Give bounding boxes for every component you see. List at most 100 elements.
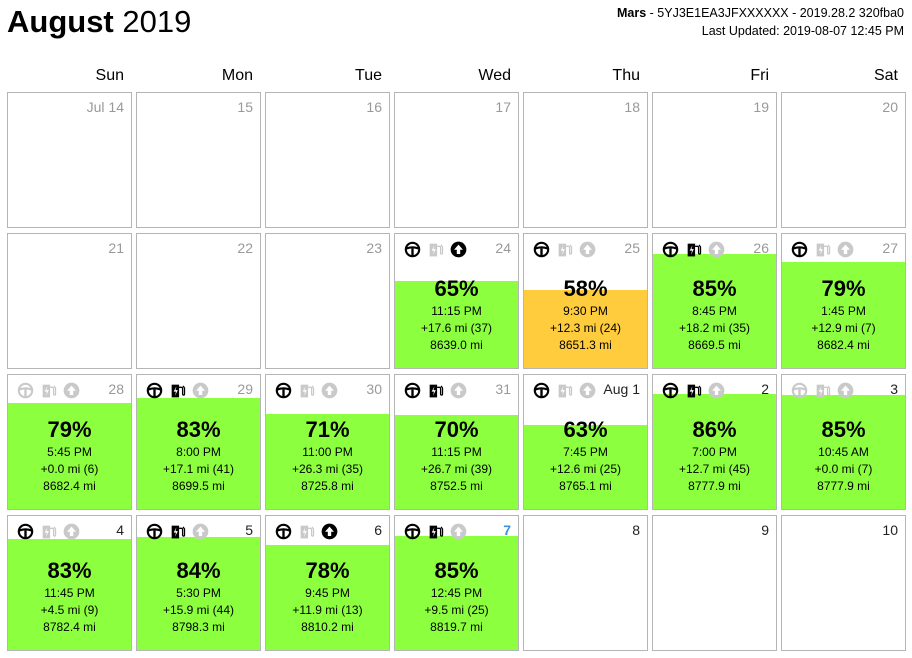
day-number: 10 (882, 522, 898, 538)
day-number: 25 (624, 240, 640, 256)
day-cell[interactable]: 2 86% 7:00 PM +12.7 mi (45) 8777.9 mi (652, 374, 777, 510)
day-cell[interactable]: 26 85% 8:45 PM +18.2 mi (35) 8669.5 mi (652, 233, 777, 369)
day-cell[interactable]: 17 (394, 92, 519, 228)
day-number: 7 (503, 522, 511, 538)
battery-level-bar (782, 262, 905, 368)
battery-level-bar (395, 415, 518, 509)
range-added: +12.7 mi (45) (678, 462, 751, 476)
charging-station-icon (556, 382, 573, 399)
charging-station-icon (685, 382, 702, 399)
day-cell[interactable]: 30 71% 11:00 PM +26.3 mi (35) 8725.8 mi (265, 374, 390, 510)
last-time: 11:15 PM (431, 304, 482, 318)
day-stats: 85% 12:45 PM +9.5 mi (25) 8819.7 mi (395, 557, 518, 636)
day-cell[interactable]: 6 78% 9:45 PM +11.9 mi (13) 8810.2 mi (265, 515, 390, 651)
range-added: +11.9 mi (13) (292, 603, 363, 617)
car-info-panel: Mars - 5YJ3E1EA3JFXXXXXX - 2019.28.2 320… (617, 4, 904, 40)
day-cell[interactable]: 15 (136, 92, 261, 228)
day-cell[interactable]: 23 (265, 233, 390, 369)
charging-station-icon (40, 382, 57, 399)
day-stats: 58% 9:30 PM +12.3 mi (24) 8651.3 mi (524, 275, 647, 354)
activity-icons (791, 241, 854, 258)
last-time: 8:00 PM (176, 445, 221, 459)
activity-icons (791, 382, 854, 399)
charging-station-icon (814, 241, 831, 258)
day-cell[interactable]: 18 (523, 92, 648, 228)
day-stats: 85% 10:45 AM +0.0 mi (7) 8777.9 mi (782, 416, 905, 495)
day-cell[interactable]: 20 (781, 92, 906, 228)
charging-station-icon (298, 523, 315, 540)
odometer: 8777.9 mi (688, 479, 741, 493)
software-update-icon (192, 382, 209, 399)
day-number: 5 (245, 522, 253, 538)
day-cell[interactable]: 19 (652, 92, 777, 228)
day-stats: 84% 5:30 PM +15.9 mi (44) 8798.3 mi (137, 557, 260, 636)
day-cell[interactable]: 21 (7, 233, 132, 369)
range-added: +12.6 mi (25) (549, 462, 622, 476)
odometer: 8639.0 mi (430, 338, 483, 352)
day-cell[interactable]: 4 83% 11:45 PM +4.5 mi (9) 8782.4 mi (7, 515, 132, 651)
last-updated: Last Updated: 2019-08-07 12:45 PM (701, 24, 904, 38)
steering-wheel-icon (791, 382, 808, 399)
battery-percent: 85% (434, 558, 479, 583)
battery-percent: 65% (434, 276, 479, 301)
range-added: +0.0 mi (6) (40, 462, 99, 476)
steering-wheel-icon (791, 241, 808, 258)
software-update-icon (837, 241, 854, 258)
charging-station-icon (427, 382, 444, 399)
day-stats: 78% 9:45 PM +11.9 mi (13) 8810.2 mi (266, 557, 389, 636)
last-time: 10:45 AM (818, 445, 869, 459)
battery-level-bar (395, 536, 518, 650)
day-number: 15 (237, 99, 253, 115)
battery-percent: 58% (563, 276, 608, 301)
day-cell[interactable]: 7 85% 12:45 PM +9.5 mi (25) 8819.7 mi (394, 515, 519, 651)
day-cell[interactable]: 25 58% 9:30 PM +12.3 mi (24) 8651.3 mi (523, 233, 648, 369)
battery-level-bar (137, 397, 260, 509)
battery-level-bar (524, 290, 647, 368)
last-time: 12:45 PM (430, 586, 483, 600)
day-number: 6 (374, 522, 382, 538)
day-cell[interactable]: 5 84% 5:30 PM +15.9 mi (44) 8798.3 mi (136, 515, 261, 651)
weekday-wed: Wed (478, 67, 511, 84)
battery-level-bar (137, 537, 260, 650)
odometer: 8669.5 mi (688, 338, 741, 352)
day-cell[interactable]: 29 83% 8:00 PM +17.1 mi (41) 8699.5 mi (136, 374, 261, 510)
range-added: +0.0 mi (7) (814, 462, 873, 476)
day-cell[interactable]: 24 65% 11:15 PM +17.6 mi (37) 8639.0 mi (394, 233, 519, 369)
day-number: 24 (495, 240, 511, 256)
software-update-icon (321, 523, 338, 540)
day-cell[interactable]: 16 (265, 92, 390, 228)
battery-level-bar (782, 395, 905, 509)
software-update-icon (321, 382, 338, 399)
day-cell[interactable]: Jul 14 (7, 92, 132, 228)
day-stats: 83% 11:45 PM +4.5 mi (9) 8782.4 mi (8, 557, 131, 636)
day-cell[interactable]: 8 (523, 515, 648, 651)
day-number: 28 (108, 381, 124, 397)
car-name: Mars (617, 6, 647, 20)
charging-station-icon (814, 382, 831, 399)
day-cell[interactable]: Aug 1 63% 7:45 PM +12.6 mi (25) 8765.1 mi (523, 374, 648, 510)
day-number: 23 (366, 240, 382, 256)
day-cell[interactable]: 3 85% 10:45 AM +0.0 mi (7) 8777.9 mi (781, 374, 906, 510)
day-stats: 85% 8:45 PM +18.2 mi (35) 8669.5 mi (653, 275, 776, 354)
day-cell[interactable]: 31 70% 11:15 PM +26.7 mi (39) 8752.5 mi (394, 374, 519, 510)
day-cell[interactable]: 9 (652, 515, 777, 651)
range-added: +9.5 mi (25) (424, 603, 489, 617)
steering-wheel-icon (275, 382, 292, 399)
range-added: +4.5 mi (9) (40, 603, 99, 617)
steering-wheel-icon (146, 523, 163, 540)
activity-icons (146, 382, 209, 399)
day-cell[interactable]: 22 (136, 233, 261, 369)
odometer: 8798.3 mi (172, 620, 225, 634)
day-number: 16 (366, 99, 382, 115)
steering-wheel-icon (404, 241, 421, 258)
charging-station-icon (427, 241, 444, 258)
title-month: August (7, 4, 114, 39)
day-cell[interactable]: 27 79% 1:45 PM +12.9 mi (7) 8682.4 mi (781, 233, 906, 369)
day-number: 19 (753, 99, 769, 115)
day-cell[interactable]: 28 79% 5:45 PM +0.0 mi (6) 8682.4 mi (7, 374, 132, 510)
odometer: 8682.4 mi (817, 338, 870, 352)
steering-wheel-icon (146, 382, 163, 399)
day-cell[interactable]: 10 (781, 515, 906, 651)
day-number: 2 (761, 381, 769, 397)
car-info-line: Mars - 5YJ3E1EA3JFXXXXXX - 2019.28.2 320… (617, 4, 904, 22)
